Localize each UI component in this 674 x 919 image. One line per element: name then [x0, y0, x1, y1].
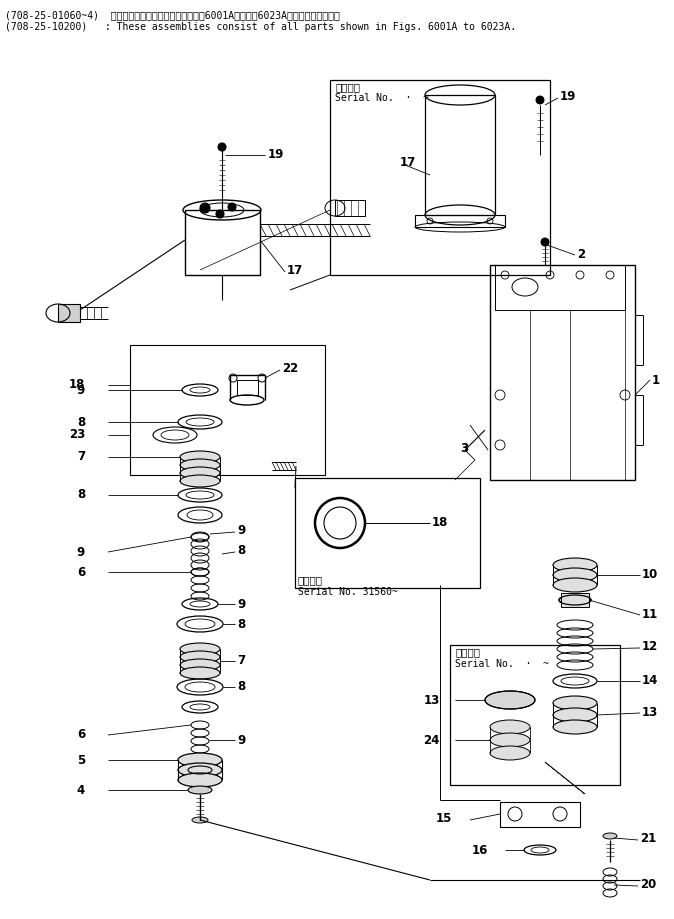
Ellipse shape — [188, 786, 212, 794]
Bar — [330, 80, 550, 275]
Text: 8: 8 — [77, 489, 85, 502]
Ellipse shape — [178, 773, 222, 787]
Text: 1: 1 — [652, 373, 660, 387]
Ellipse shape — [559, 595, 591, 605]
Text: 8: 8 — [237, 544, 245, 558]
Text: 6: 6 — [77, 565, 85, 578]
Text: (708-25-01060~4)  これらのアセンブリの構成部品は第6001A図から第6023A図までご覧みます。: (708-25-01060~4) これらのアセンブリの構成部品は第6001A図か… — [5, 10, 340, 20]
Text: 3: 3 — [460, 441, 468, 455]
Text: 9: 9 — [77, 383, 85, 396]
Ellipse shape — [553, 720, 597, 734]
Bar — [425, 95, 495, 215]
Ellipse shape — [180, 651, 220, 663]
Text: 18: 18 — [432, 516, 448, 528]
Circle shape — [536, 96, 544, 104]
Text: (708-25-10200)   : These assemblies consist of all parts shown in Figs. 6001A to: (708-25-10200) : These assemblies consis… — [5, 22, 516, 32]
Ellipse shape — [180, 475, 220, 487]
Text: 23: 23 — [69, 428, 85, 441]
Text: 17: 17 — [400, 155, 417, 168]
Ellipse shape — [178, 753, 222, 767]
Text: 13: 13 — [642, 706, 658, 719]
Ellipse shape — [603, 833, 617, 839]
Ellipse shape — [180, 659, 220, 671]
Text: 11: 11 — [642, 607, 658, 620]
Circle shape — [200, 203, 210, 213]
Text: Serial No.  ·  ~: Serial No. · ~ — [335, 93, 429, 103]
Text: 13: 13 — [424, 694, 440, 707]
Text: 18: 18 — [69, 379, 85, 391]
Text: 7: 7 — [237, 654, 245, 667]
Text: Serial No.  ·  ~: Serial No. · ~ — [455, 659, 549, 669]
Text: 22: 22 — [282, 362, 299, 376]
Text: 4: 4 — [77, 784, 85, 797]
Bar — [335, 200, 365, 216]
Ellipse shape — [553, 578, 597, 592]
Ellipse shape — [180, 459, 220, 471]
Ellipse shape — [490, 746, 530, 760]
Bar — [58, 304, 80, 322]
Text: 7: 7 — [77, 450, 85, 463]
Text: 17: 17 — [287, 265, 303, 278]
Text: 8: 8 — [77, 415, 85, 428]
Text: 10: 10 — [642, 568, 658, 581]
Bar — [295, 478, 480, 588]
Bar — [415, 215, 505, 227]
Ellipse shape — [553, 708, 597, 722]
Ellipse shape — [553, 558, 597, 572]
Text: 15: 15 — [435, 812, 452, 825]
Text: 20: 20 — [640, 879, 656, 891]
Text: Serial No. 31560~: Serial No. 31560~ — [298, 587, 398, 597]
Text: 8: 8 — [237, 618, 245, 630]
Ellipse shape — [180, 643, 220, 655]
Text: 9: 9 — [237, 733, 245, 746]
Ellipse shape — [180, 467, 220, 479]
Bar — [450, 645, 620, 785]
Text: 16: 16 — [472, 844, 488, 857]
Text: 6: 6 — [77, 729, 85, 742]
Text: 8: 8 — [237, 680, 245, 694]
Bar — [500, 802, 580, 827]
Circle shape — [228, 203, 236, 211]
Ellipse shape — [178, 763, 222, 777]
Bar — [490, 265, 635, 480]
Circle shape — [218, 143, 226, 151]
Text: 14: 14 — [642, 675, 658, 687]
Text: 適用号機: 適用号機 — [455, 647, 480, 657]
Ellipse shape — [553, 568, 597, 582]
Text: 5: 5 — [77, 754, 85, 766]
Ellipse shape — [490, 733, 530, 747]
Ellipse shape — [180, 667, 220, 679]
Text: 12: 12 — [642, 641, 658, 653]
Text: 適用号機: 適用号機 — [335, 82, 360, 92]
Bar — [130, 345, 325, 475]
Text: 21: 21 — [640, 833, 656, 845]
Text: 9: 9 — [77, 546, 85, 559]
Text: 24: 24 — [424, 733, 440, 746]
Bar — [185, 210, 260, 275]
Bar — [561, 593, 589, 607]
Ellipse shape — [180, 451, 220, 463]
Bar — [495, 265, 625, 310]
Text: 19: 19 — [560, 90, 576, 104]
Text: 2: 2 — [577, 247, 585, 260]
Circle shape — [541, 238, 549, 246]
Text: 19: 19 — [268, 148, 284, 161]
Ellipse shape — [490, 720, 530, 734]
Circle shape — [216, 210, 224, 218]
Text: 9: 9 — [237, 597, 245, 610]
Ellipse shape — [192, 817, 208, 823]
Text: 9: 9 — [237, 525, 245, 538]
Ellipse shape — [485, 691, 535, 709]
Text: 適用号機: 適用号機 — [298, 575, 323, 585]
Bar — [237, 380, 258, 395]
Ellipse shape — [553, 696, 597, 710]
